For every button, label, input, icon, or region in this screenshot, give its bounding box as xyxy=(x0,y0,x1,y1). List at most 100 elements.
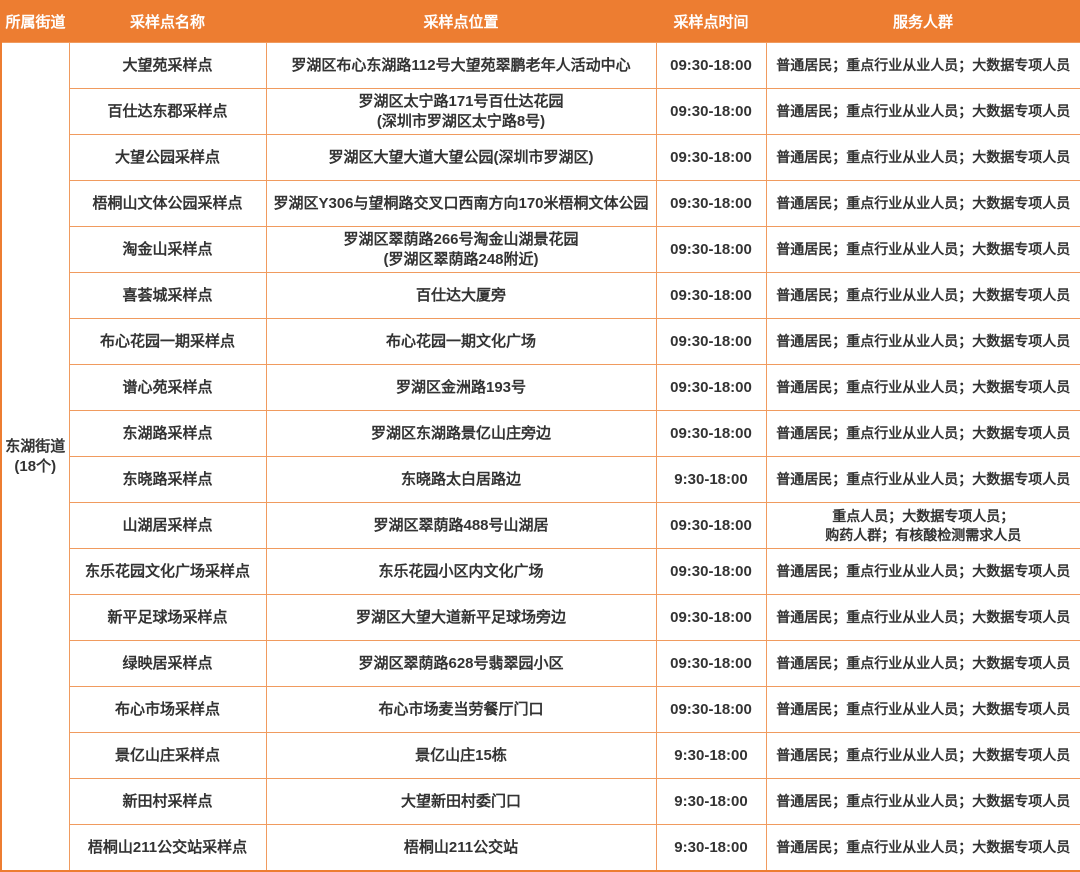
cell-site-time: 09:30-18:00 xyxy=(655,42,767,89)
cell-site-location: 罗湖区Y306与望桐路交叉口西南方向170米梧桐文体公园 xyxy=(265,180,657,227)
cell-service-group: 普通居民；重点行业从业人员；大数据专项人员 xyxy=(765,778,1080,825)
cell-site-name: 梧桐山211公交站采样点 xyxy=(68,824,267,872)
cell-service-group: 普通居民；重点行业从业人员；大数据专项人员 xyxy=(765,180,1080,227)
cell-site-location: 罗湖区翠荫路628号翡翠园小区 xyxy=(265,640,657,687)
cell-service-group: 普通居民；重点行业从业人员；大数据专项人员 xyxy=(765,318,1080,365)
header-site-name: 采样点名称 xyxy=(69,0,266,43)
cell-site-location: 东晓路太白居路边 xyxy=(265,456,657,503)
cell-site-location: 大望新田村委门口 xyxy=(265,778,657,825)
cell-site-location: 百仕达大厦旁 xyxy=(265,272,657,319)
cell-site-time: 09:30-18:00 xyxy=(655,686,767,733)
cell-service-group: 重点人员；大数据专项人员； 购药人群；有核酸检测需求人员 xyxy=(765,502,1080,549)
cell-site-name: 新田村采样点 xyxy=(68,778,267,825)
cell-site-name: 新平足球场采样点 xyxy=(68,594,267,641)
cell-site-time: 09:30-18:00 xyxy=(655,88,767,135)
table-row: 东湖街道 (18个) 大望苑采样点 罗湖区布心东湖路112号大望苑翠鹏老年人活动中心… xyxy=(0,42,1080,872)
cell-site-time: 9:30-18:00 xyxy=(655,732,767,779)
cell-site-location: 罗湖区翠荫路266号淘金山湖景花园 (罗湖区翠荫路248附近) xyxy=(265,226,657,273)
table-row: 景亿山庄采样点 景亿山庄15栋 9:30-18:00 普通居民；重点行业从业人员；大数… xyxy=(1,732,1080,779)
table-row: 东乐花园文化广场采样点 东乐花园小区内文化广场 09:30-18:00 普通居民；重点… xyxy=(1,548,1080,595)
cell-site-name: 布心市场采样点 xyxy=(68,686,267,733)
table-row: 梧桐山211公交站采样点 梧桐山211公交站 9:30-18:00 普通居民；重点行业… xyxy=(1,824,1080,872)
table-row: 喜荟城采样点 百仕达大厦旁 09:30-18:00 普通居民；重点行业从业人员；大数据… xyxy=(1,272,1080,319)
cell-site-time: 09:30-18:00 xyxy=(655,410,767,457)
cell-site-name: 山湖居采样点 xyxy=(68,502,267,549)
table-row: 淘金山采样点 罗湖区翠荫路266号淘金山湖景花园 (罗湖区翠荫路248附近) 09:… xyxy=(1,226,1080,273)
cell-site-name: 大望苑采样点 xyxy=(68,42,267,89)
table-row: 山湖居采样点 罗湖区翠荫路488号山湖居 09:30-18:00 重点人员；大数据专项… xyxy=(1,502,1080,549)
cell-site-name: 布心花园一期采样点 xyxy=(68,318,267,365)
header-row: 所属街道 采样点名称 采样点位置 采样点时间 服务人群 xyxy=(1,0,1080,43)
cell-site-time: 09:30-18:00 xyxy=(655,134,767,181)
cell-site-time: 09:30-18:00 xyxy=(655,180,767,227)
table-row: 东晓路采样点 东晓路太白居路边 9:30-18:00 普通居民；重点行业从业人员；大数… xyxy=(1,456,1080,503)
cell-service-group: 普通居民；重点行业从业人员；大数据专项人员 xyxy=(765,410,1080,457)
table-row: 绿映居采样点 罗湖区翠荫路628号翡翠园小区 09:30-18:00 普通居民；重点行… xyxy=(1,640,1080,687)
cell-site-location: 罗湖区太宁路171号百仕达花园 (深圳市罗湖区太宁路8号) xyxy=(265,88,657,135)
cell-site-name: 东晓路采样点 xyxy=(68,456,267,503)
cell-service-group: 普通居民；重点行业从业人员；大数据专项人员 xyxy=(765,364,1080,411)
cell-site-location: 罗湖区翠荫路488号山湖居 xyxy=(265,502,657,549)
table-row: 百仕达东郡采样点 罗湖区太宁路171号百仕达花园 (深圳市罗湖区太宁路8号) 09:… xyxy=(1,88,1080,135)
cell-site-name: 东湖路采样点 xyxy=(68,410,267,457)
cell-service-group: 普通居民；重点行业从业人员；大数据专项人员 xyxy=(765,226,1080,273)
table-header: 所属街道 采样点名称 采样点位置 采样点时间 服务人群 xyxy=(1,0,1080,43)
cell-service-group: 普通居民；重点行业从业人员；大数据专项人员 xyxy=(765,548,1080,595)
cell-service-group: 普通居民；重点行业从业人员；大数据专项人员 xyxy=(765,272,1080,319)
table-body: 东湖街道 (18个) 大望苑采样点 罗湖区布心东湖路112号大望苑翠鹏老年人活动中心… xyxy=(0,42,1080,872)
cell-service-group: 普通居民；重点行业从业人员；大数据专项人员 xyxy=(765,824,1080,872)
cell-site-location: 景亿山庄15栋 xyxy=(265,732,657,779)
cell-site-time: 09:30-18:00 xyxy=(655,226,767,273)
cell-site-location: 布心花园一期文化广场 xyxy=(265,318,657,365)
cell-service-group: 普通居民；重点行业从业人员；大数据专项人员 xyxy=(765,686,1080,733)
cell-site-time: 09:30-18:00 xyxy=(655,272,767,319)
cell-site-name: 谱心苑采样点 xyxy=(68,364,267,411)
cell-service-group: 普通居民；重点行业从业人员；大数据专项人员 xyxy=(765,134,1080,181)
table-row: 谱心苑采样点 罗湖区金洲路193号 09:30-18:00 普通居民；重点行业从业人员… xyxy=(1,364,1080,411)
cell-site-time: 09:30-18:00 xyxy=(655,318,767,365)
cell-site-location: 罗湖区大望大道大望公园(深圳市罗湖区) xyxy=(265,134,657,181)
cell-site-name: 梧桐山文体公园采样点 xyxy=(68,180,267,227)
cell-site-location: 梧桐山211公交站 xyxy=(265,824,657,872)
cell-service-group: 普通居民；重点行业从业人员；大数据专项人员 xyxy=(765,732,1080,779)
table-row: 新田村采样点 大望新田村委门口 9:30-18:00 普通居民；重点行业从业人员；大数… xyxy=(1,778,1080,825)
cell-service-group: 普通居民；重点行业从业人员；大数据专项人员 xyxy=(765,594,1080,641)
cell-site-time: 9:30-18:00 xyxy=(655,778,767,825)
cell-service-group: 普通居民；重点行业从业人员；大数据专项人员 xyxy=(765,456,1080,503)
cell-site-time: 9:30-18:00 xyxy=(655,824,767,872)
cell-service-group: 普通居民；重点行业从业人员；大数据专项人员 xyxy=(765,88,1080,135)
cell-site-location: 罗湖区大望大道新平足球场旁边 xyxy=(265,594,657,641)
cell-site-time: 09:30-18:00 xyxy=(655,364,767,411)
cell-site-name: 喜荟城采样点 xyxy=(68,272,267,319)
table-row: 布心市场采样点 布心市场麦当劳餐厅门口 09:30-18:00 普通居民；重点行业从业… xyxy=(1,686,1080,733)
cell-site-time: 09:30-18:00 xyxy=(655,594,767,641)
cell-site-time: 09:30-18:00 xyxy=(655,548,767,595)
table-row: 大望公园采样点 罗湖区大望大道大望公园(深圳市罗湖区) 09:30-18:00 普通居… xyxy=(1,134,1080,181)
cell-site-time: 09:30-18:00 xyxy=(655,640,767,687)
cell-site-name: 景亿山庄采样点 xyxy=(68,732,267,779)
cell-site-name: 百仕达东郡采样点 xyxy=(68,88,267,135)
header-site-time: 采样点时间 xyxy=(656,0,766,43)
header-street: 所属街道 xyxy=(1,0,69,43)
table-row: 梧桐山文体公园采样点 罗湖区Y306与望桐路交叉口西南方向170米梧桐文体公园 09… xyxy=(1,180,1080,227)
cell-site-location: 罗湖区金洲路193号 xyxy=(265,364,657,411)
cell-site-time: 09:30-18:00 xyxy=(655,502,767,549)
table-row: 新平足球场采样点 罗湖区大望大道新平足球场旁边 09:30-18:00 普通居民；重点… xyxy=(1,594,1080,641)
cell-site-location: 罗湖区布心东湖路112号大望苑翠鹏老年人活动中心 xyxy=(265,42,657,89)
cell-site-location: 罗湖区东湖路景亿山庄旁边 xyxy=(265,410,657,457)
header-site-location: 采样点位置 xyxy=(266,0,656,43)
table-row: 东湖路采样点 罗湖区东湖路景亿山庄旁边 09:30-18:00 普通居民；重点行业从业… xyxy=(1,410,1080,457)
table-row: 布心花园一期采样点 布心花园一期文化广场 09:30-18:00 普通居民；重点行业从… xyxy=(1,318,1080,365)
cell-service-group: 普通居民；重点行业从业人员；大数据专项人员 xyxy=(765,640,1080,687)
cell-site-name: 大望公园采样点 xyxy=(68,134,267,181)
cell-site-time: 9:30-18:00 xyxy=(655,456,767,503)
cell-site-name: 绿映居采样点 xyxy=(68,640,267,687)
street-group-cell: 东湖街道 (18个) xyxy=(0,42,70,872)
header-service-group: 服务人群 xyxy=(766,0,1080,43)
cell-site-location: 布心市场麦当劳餐厅门口 xyxy=(265,686,657,733)
cell-service-group: 普通居民；重点行业从业人员；大数据专项人员 xyxy=(765,42,1080,89)
cell-site-location: 东乐花园小区内文化广场 xyxy=(265,548,657,595)
cell-site-name: 淘金山采样点 xyxy=(68,226,267,273)
cell-site-name: 东乐花园文化广场采样点 xyxy=(68,548,267,595)
